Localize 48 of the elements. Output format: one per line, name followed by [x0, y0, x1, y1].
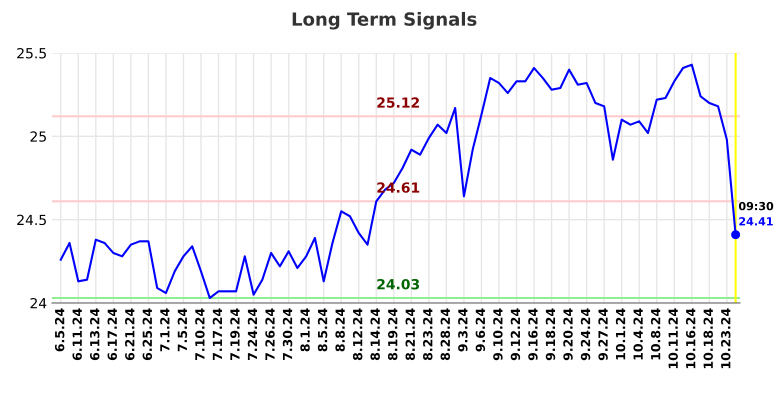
annotation: 24.41: [739, 217, 773, 226]
x-tick-label: 9.18.24: [546, 308, 556, 360]
ref-line-label: 25.12: [377, 97, 419, 108]
x-tick-label: 8.23.24: [423, 308, 432, 360]
y-tick-label: 25.5: [17, 48, 46, 58]
x-tick-label: 6.11.24: [72, 308, 82, 360]
x-tick-label: 7.10.24: [195, 308, 205, 360]
y-tick-label: 24.5: [17, 214, 46, 226]
x-tick-label: 8.8.24: [335, 308, 345, 352]
annotation: 09:30: [738, 202, 774, 210]
y-tick-label: 24: [30, 298, 46, 308]
x-tick-label: 7.30.24: [282, 308, 292, 360]
x-tick-label: 9.27.24: [598, 308, 608, 360]
x-tick-label: 7.19.24: [230, 308, 240, 360]
x-tick-label: 7.17.24: [212, 308, 222, 360]
x-tick-label: 6.25.24: [142, 308, 152, 360]
x-tick-label: 8.1.24: [300, 308, 310, 352]
x-tick-label: 10.4.24: [633, 308, 643, 360]
x-tick-label: 6.5.24: [54, 308, 64, 352]
x-tick-label: 8.21.24: [406, 308, 415, 360]
x-tick-label: 10.16.24: [686, 308, 696, 368]
x-tick-label: 7.1.24: [160, 308, 170, 352]
x-tick-label: 10.1.24: [616, 308, 626, 360]
ref-line-label: 24.03: [377, 278, 420, 290]
x-tick-label: 7.5.24: [178, 308, 188, 352]
x-tick-label: 9.3.24: [458, 308, 468, 352]
x-tick-label: 6.17.24: [108, 308, 117, 360]
x-tick-label: 6.21.24: [125, 308, 135, 360]
x-tick-label: 10.8.24: [650, 308, 660, 360]
y-tick-label: 25: [30, 131, 46, 142]
x-tick-label: 9.12.24: [510, 308, 520, 360]
x-tick-label: 10.18.24: [703, 308, 713, 368]
x-tick-label: 10.11.24: [668, 308, 678, 368]
x-tick-label: 10.23.24: [721, 308, 730, 368]
x-tick-label: 8.12.24: [352, 308, 362, 360]
x-tick-label: 8.28.24: [440, 308, 450, 360]
x-tick-label: 7.26.24: [265, 308, 275, 360]
x-tick-label: 6.13.24: [90, 308, 100, 360]
x-tick-label: 7.24.24: [248, 308, 258, 360]
x-tick-label: 9.20.24: [563, 308, 573, 360]
x-tick-label: 9.16.24: [528, 308, 538, 360]
x-tick-label: 8.14.24: [370, 308, 380, 360]
x-tick-label: 9.6.24: [476, 308, 486, 352]
x-tick-label: 9.24.24: [580, 308, 590, 360]
x-tick-label: 8.5.24: [318, 308, 328, 352]
x-tick-label: 9.10.24: [493, 308, 503, 360]
x-tick-label: 8.19.24: [388, 308, 398, 360]
chart-title: Long Term Signals: [292, 12, 476, 30]
